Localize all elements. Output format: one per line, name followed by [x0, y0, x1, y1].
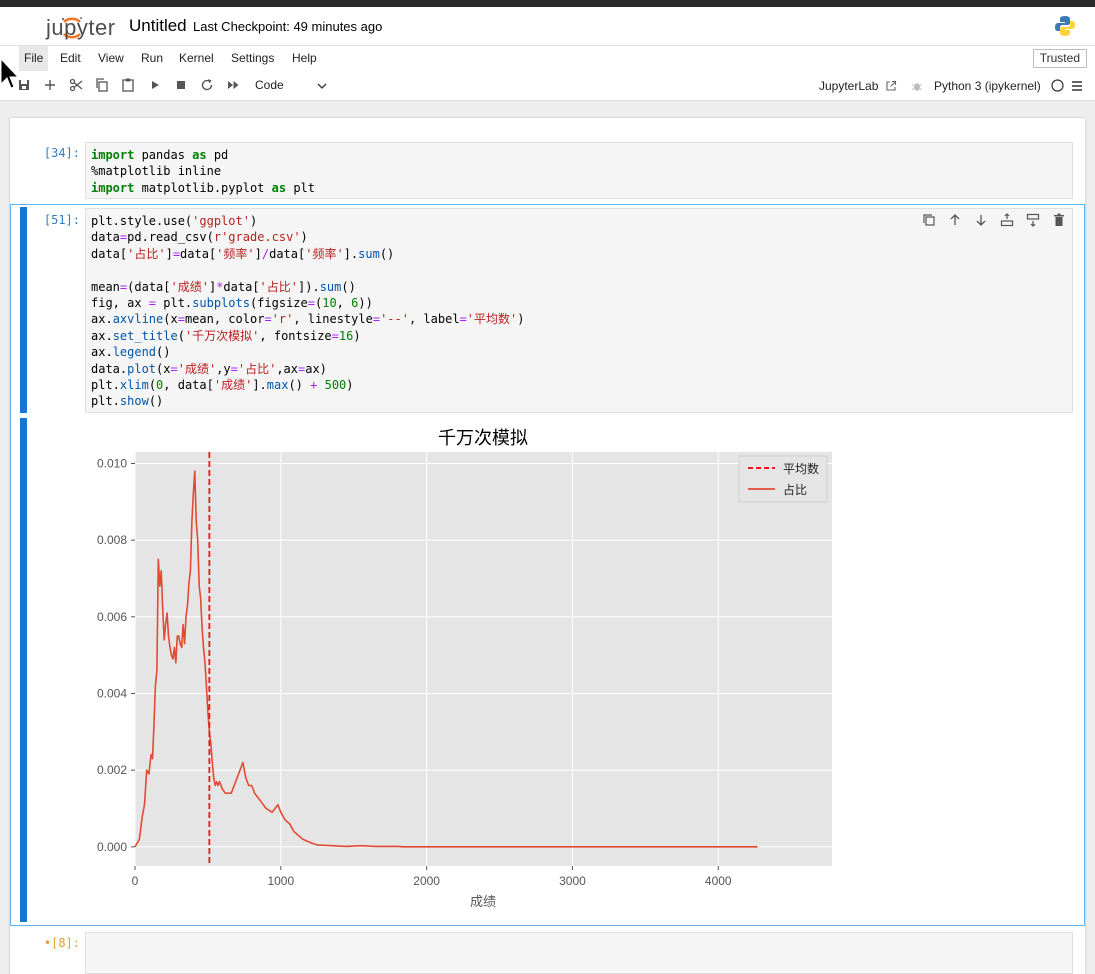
- code-editor[interactable]: import pandas as pd %matplotlib inline i…: [85, 142, 1073, 199]
- python-logo-icon: [1055, 16, 1075, 36]
- y-tick-label: 0.002: [97, 763, 127, 777]
- debugger-icon[interactable]: [911, 80, 923, 92]
- delete-cell-icon[interactable]: [1052, 213, 1066, 227]
- x-tick-label: 2000: [413, 874, 440, 888]
- jupyter-logo-text: jupyter: [46, 15, 116, 40]
- notebook-toolbar: Code JupyterLab Python 3 (ipykernel): [0, 71, 1095, 101]
- plot-area: [135, 452, 832, 866]
- kernel-idle-status-icon: [1051, 79, 1064, 92]
- paste-icon[interactable]: [120, 77, 136, 93]
- menu-bar: File Edit View Run Kernel Settings Help …: [0, 45, 1095, 72]
- move-down-icon[interactable]: [974, 213, 988, 227]
- menu-settings[interactable]: Settings: [231, 51, 275, 65]
- y-tick-label: 0.006: [97, 610, 127, 624]
- code-text: import pandas as pd %matplotlib inline i…: [91, 148, 315, 195]
- restart-icon[interactable]: [199, 77, 215, 93]
- cell-type-select[interactable]: Code: [255, 78, 284, 92]
- kernel-name[interactable]: Python 3 (ipykernel): [934, 79, 1041, 93]
- y-tick-label: 0.004: [97, 687, 127, 701]
- mouse-cursor-icon: [0, 58, 18, 89]
- code-text: plt.style.use('ggplot') data=pd.read_csv…: [91, 214, 525, 409]
- execution-count-prompt: [34]:: [43, 146, 80, 160]
- input-collapser[interactable]: [20, 207, 27, 413]
- legend-mean-label: 平均数: [783, 461, 819, 476]
- cut-icon[interactable]: [68, 77, 84, 93]
- add-cell-icon[interactable]: [42, 77, 58, 93]
- menu-edit[interactable]: Edit: [60, 51, 81, 65]
- menu-run[interactable]: Run: [141, 51, 164, 65]
- cell-toolbar: [922, 213, 1072, 229]
- axis-ticks: 0 1000 2000 3000 4000 0.000 0.002 0.004 0.006 0.0…: [97, 457, 732, 889]
- last-checkpoint: Last Checkpoint: 49 minutes ago: [193, 19, 383, 34]
- x-axis-label: 成绩: [470, 894, 496, 909]
- menu-view[interactable]: View: [98, 51, 124, 65]
- output-collapser[interactable]: [20, 418, 27, 922]
- series-line-zhanbi: [134, 470, 758, 848]
- legend: 平均数 占比: [738, 455, 828, 503]
- x-tick-label: 0: [132, 874, 139, 888]
- notebook-title[interactable]: Untitled: [129, 16, 187, 35]
- trusted-indicator[interactable]: Trusted: [1032, 49, 1087, 68]
- move-up-icon[interactable]: [948, 213, 962, 227]
- code-editor[interactable]: plt.style.use('ggplot') data=pd.read_csv…: [85, 208, 1073, 413]
- x-tick-label: 3000: [559, 874, 586, 888]
- execution-count-prompt: •[8]:: [43, 936, 80, 950]
- x-tick-label: 4000: [705, 874, 732, 888]
- fast-forward-icon[interactable]: [225, 77, 241, 93]
- x-tick-label: 1000: [267, 874, 294, 888]
- window-top-strip: [0, 0, 1095, 7]
- menu-help[interactable]: Help: [292, 51, 317, 65]
- copy-icon[interactable]: [94, 77, 110, 93]
- code-editor[interactable]: [85, 932, 1073, 974]
- run-icon[interactable]: [147, 77, 163, 93]
- external-link-icon[interactable]: [885, 80, 897, 92]
- chart-output: 千万次模拟 0 1000 2000 3000 4000 0.000 0.002 0.004 0.…: [97, 428, 832, 909]
- y-tick-label: 0.008: [97, 533, 127, 547]
- chart-title: 千万次模拟: [438, 428, 528, 448]
- save-icon[interactable]: [16, 77, 32, 93]
- menu-file[interactable]: File: [19, 46, 49, 71]
- legend-series-label: 占比: [783, 482, 807, 497]
- chevron-down-icon[interactable]: [317, 81, 327, 91]
- grid-lines: [134, 452, 832, 866]
- legend-box: [738, 455, 828, 503]
- menu-kernel[interactable]: Kernel: [179, 51, 214, 65]
- notebook-panel: [34]: import pandas as pd %matplotlib in…: [10, 118, 1085, 974]
- duplicate-cell-icon[interactable]: [922, 213, 936, 227]
- chart-marks: [134, 452, 758, 866]
- notebook-header: jupyter Untitled Last Checkpoint: 49 min…: [0, 7, 1095, 45]
- y-tick-label: 0.000: [97, 840, 127, 854]
- stop-icon[interactable]: [173, 77, 189, 93]
- jupyter-logo-icon[interactable]: [22, 16, 122, 40]
- jupyterlab-link[interactable]: JupyterLab: [819, 79, 879, 93]
- active-cell-border: [10, 204, 1085, 926]
- insert-below-icon[interactable]: [1026, 213, 1040, 227]
- insert-above-icon[interactable]: [1000, 213, 1014, 227]
- hamburger-menu-icon[interactable]: [1071, 80, 1083, 92]
- execution-count-prompt: [51]:: [43, 213, 80, 227]
- y-tick-label: 0.010: [97, 457, 127, 471]
